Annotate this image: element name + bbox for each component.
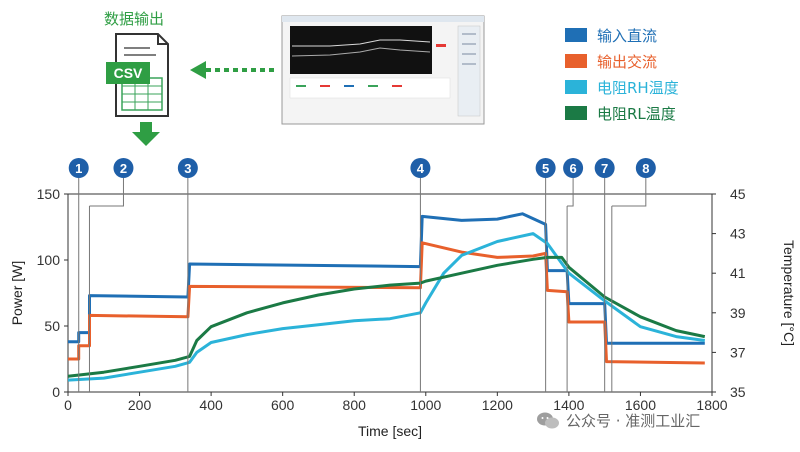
y-left-tick-label: 0	[52, 384, 60, 400]
legend-label: 输入直流	[597, 26, 658, 45]
x-tick-label: 1800	[696, 397, 727, 413]
legend-item: 输出交流	[565, 48, 679, 74]
csv-label: CSV	[114, 65, 143, 81]
y-left-tick-label: 50	[44, 318, 60, 334]
plot-frame	[67, 193, 713, 393]
arrow-down-icon	[132, 122, 160, 146]
x-tick-label: 400	[199, 397, 223, 413]
legend-swatch	[565, 80, 587, 94]
marker-leader	[89, 178, 124, 207]
y-right-tick-label: 41	[730, 265, 746, 281]
x-tick-label: 1200	[482, 397, 513, 413]
legend: 输入直流输出交流电阻RH温度 电阻RL温度	[565, 22, 679, 126]
marker-label: 3	[184, 161, 191, 176]
x-tick-label: 1400	[553, 397, 584, 413]
marker-label: 6	[569, 161, 576, 176]
marker-badge	[68, 158, 89, 178]
marker-badge	[113, 158, 134, 178]
legend-label: 电阻RH温度	[597, 78, 679, 97]
marker-leader	[567, 178, 574, 207]
legend-swatch	[565, 28, 587, 42]
legend-swatch	[565, 106, 587, 120]
marker-badge	[410, 158, 431, 178]
marker-label: 2	[120, 161, 127, 176]
legend-swatch	[565, 54, 587, 68]
wechat-icon	[537, 412, 559, 428]
software-screenshot	[281, 15, 485, 125]
marker-leader	[611, 178, 647, 207]
marker-badge	[635, 158, 656, 178]
x-tick-label: 1000	[410, 397, 441, 413]
csv-file-icon	[106, 33, 169, 117]
marker-badge	[594, 158, 615, 178]
data-export-label: 数据输出	[104, 10, 165, 28]
y-right-axis-label: Temperature [°C]	[781, 240, 797, 346]
y-left-axis-label: Power [W]	[9, 261, 25, 326]
marker-label: 7	[601, 161, 608, 176]
series-line-1	[68, 212, 705, 345]
x-tick-label: 600	[271, 397, 295, 413]
marker-label: 8	[642, 161, 649, 176]
arrow-left-icon	[190, 61, 276, 79]
legend-label: 电阻RL温度	[597, 104, 676, 123]
y-left-tick-label: 100	[37, 252, 61, 268]
series-line-4	[67, 255, 706, 378]
y-right-tick-label: 39	[730, 305, 746, 321]
x-tick-label: 800	[343, 397, 367, 413]
watermark-text: 公众号 · 准测工业汇	[566, 412, 701, 430]
y-right-tick-label: 45	[730, 186, 746, 202]
series-line-3	[67, 232, 706, 382]
legend-label: 输出交流	[597, 52, 658, 71]
y-left-tick-label: 150	[37, 186, 61, 202]
x-tick-label: 0	[64, 397, 72, 413]
marker-badge	[535, 158, 556, 178]
marker-label: 4	[417, 161, 425, 176]
y-right-tick-label: 37	[730, 344, 746, 360]
y-right-tick-label: 43	[730, 226, 746, 242]
x-axis-label: Time [sec]	[358, 423, 422, 439]
marker-label: 1	[75, 161, 82, 176]
watermark: 公众号 · 准测工业汇	[536, 410, 700, 431]
legend-item: 电阻RH温度	[565, 74, 679, 100]
marker-badge	[563, 158, 584, 178]
legend-item: 电阻RL温度	[565, 100, 679, 126]
marker-badge	[177, 158, 198, 178]
legend-item: 输入直流	[565, 22, 679, 48]
y-right-tick-label: 35	[730, 384, 746, 400]
marker-label: 5	[542, 161, 549, 176]
x-tick-label: 1600	[625, 397, 656, 413]
x-tick-label: 200	[128, 397, 152, 413]
